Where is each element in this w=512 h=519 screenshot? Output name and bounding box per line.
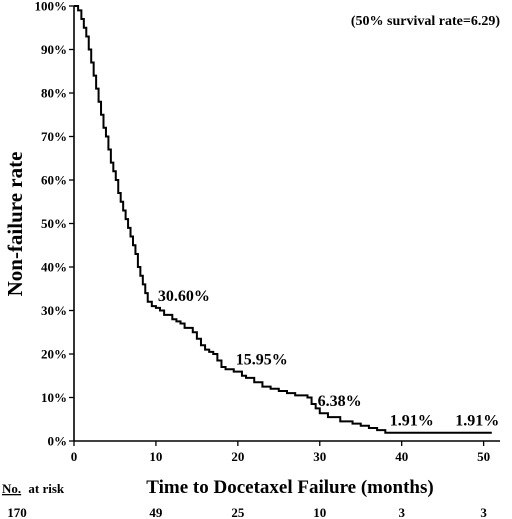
survival-note: (50% survival rate=6.29) xyxy=(351,14,500,29)
y-tick-label: 50% xyxy=(41,216,67,231)
y-tick-label: 60% xyxy=(41,173,67,188)
x-tick-label: 30 xyxy=(313,449,326,464)
risk-count: 3 xyxy=(398,505,405,519)
risk-count: 49 xyxy=(149,505,163,519)
x-tick-label: 50 xyxy=(477,449,490,464)
risk-table-counts: 170 49 25 10 3 3 xyxy=(7,505,487,519)
y-tick-label: 30% xyxy=(41,303,67,318)
y-tick-label: 0% xyxy=(48,434,68,449)
annotations: 30.60% 15.95% 6.38% 1.91% 1.91% xyxy=(158,288,499,430)
risk-table-header: No. at risk xyxy=(2,481,65,496)
x-tick-label: 0 xyxy=(71,449,78,464)
x-tick-label: 20 xyxy=(231,449,244,464)
y-ticks: 0% 10% 20% 30% 40% 50% 60% 70% 80% 90% 100% xyxy=(35,0,74,449)
annotation-label: 6.38% xyxy=(318,393,362,410)
risk-label-no: No. xyxy=(2,481,21,496)
risk-count: 10 xyxy=(313,505,326,519)
y-axis-label: Non-failure rate xyxy=(3,152,27,297)
y-tick-label: 100% xyxy=(35,0,68,14)
risk-count: 3 xyxy=(480,505,487,519)
svg-text:No. at risk: No. at risk xyxy=(2,481,65,496)
y-tick-label: 70% xyxy=(41,129,67,144)
y-tick-label: 80% xyxy=(41,86,67,101)
annotation-label: 30.60% xyxy=(158,288,210,305)
annotation-label: 1.91% xyxy=(390,413,434,430)
y-tick-label: 40% xyxy=(41,260,67,275)
survival-curve xyxy=(74,5,492,434)
risk-label-rest: at risk xyxy=(28,481,65,496)
risk-count: 170 xyxy=(7,505,27,519)
annotation-label: 1.91% xyxy=(455,413,499,430)
x-ticks: 0 10 20 30 40 50 xyxy=(71,441,490,464)
y-tick-label: 10% xyxy=(41,390,67,405)
x-tick-label: 10 xyxy=(149,449,162,464)
y-tick-label: 90% xyxy=(41,42,67,57)
axes xyxy=(73,6,500,442)
x-tick-label: 40 xyxy=(395,449,408,464)
annotation-label: 15.95% xyxy=(236,352,288,369)
x-axis-label: Time to Docetaxel Failure (months) xyxy=(146,477,433,498)
y-tick-label: 20% xyxy=(41,347,67,362)
risk-count: 25 xyxy=(231,505,245,519)
